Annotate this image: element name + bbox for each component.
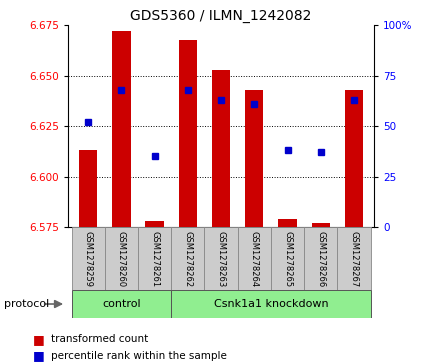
Text: GSM1278264: GSM1278264	[250, 231, 259, 287]
Text: GSM1278263: GSM1278263	[216, 231, 226, 287]
Bar	[146, 221, 164, 227]
Bar	[138, 227, 171, 290]
Text: GSM1278261: GSM1278261	[150, 231, 159, 287]
Bar	[212, 70, 230, 227]
Text: percentile rank within the sample: percentile rank within the sample	[51, 351, 227, 361]
Bar	[312, 223, 330, 227]
Text: Csnk1a1 knockdown: Csnk1a1 knockdown	[214, 299, 328, 309]
Bar	[271, 227, 304, 290]
Text: GSM1278266: GSM1278266	[316, 231, 325, 287]
Bar	[345, 90, 363, 227]
Text: GSM1278259: GSM1278259	[84, 231, 93, 287]
Text: GSM1278262: GSM1278262	[183, 231, 192, 287]
Bar	[279, 219, 297, 227]
Text: ■: ■	[33, 333, 45, 346]
Text: GSM1278267: GSM1278267	[349, 231, 359, 287]
Text: control: control	[102, 299, 141, 309]
Bar	[171, 227, 205, 290]
Text: protocol: protocol	[4, 299, 50, 309]
Bar	[245, 90, 264, 227]
Bar	[205, 227, 238, 290]
Bar	[72, 227, 105, 290]
Title: GDS5360 / ILMN_1242082: GDS5360 / ILMN_1242082	[130, 9, 312, 23]
Bar	[171, 290, 370, 318]
Text: ■: ■	[33, 349, 45, 362]
Bar	[112, 32, 131, 227]
Bar	[179, 40, 197, 227]
Text: transformed count: transformed count	[51, 334, 148, 344]
Bar	[238, 227, 271, 290]
Bar	[79, 150, 97, 227]
Bar	[105, 227, 138, 290]
Bar	[337, 227, 370, 290]
Text: GSM1278260: GSM1278260	[117, 231, 126, 287]
Bar	[72, 290, 171, 318]
Text: GSM1278265: GSM1278265	[283, 231, 292, 287]
Bar	[304, 227, 337, 290]
